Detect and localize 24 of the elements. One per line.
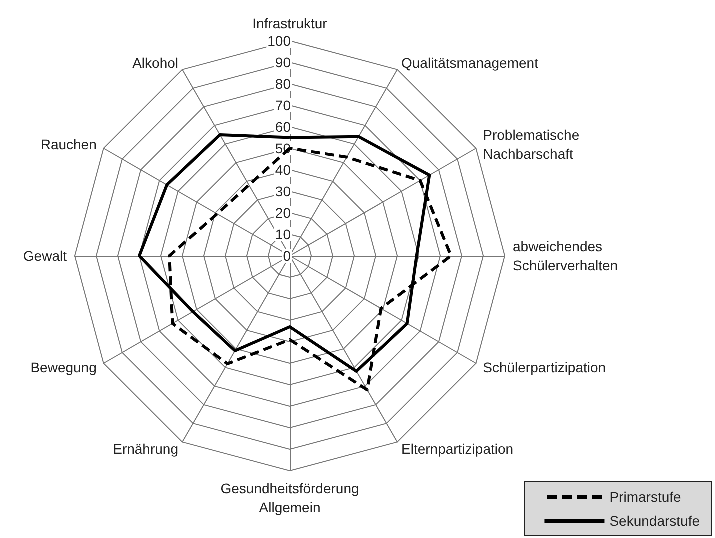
legend-label: Primarstufe [610,489,682,505]
y-tick-label: 100 [268,33,292,49]
spoke-label: Elternpartizipation [402,441,514,458]
spoke-label: Problematische Nachbarschaft [483,127,580,162]
y-tick-label: 80 [275,76,292,92]
legend-label: Sekundarstufe [610,513,700,529]
spoke-label: Ernährung [113,441,178,458]
y-tick-label: 90 [275,54,292,70]
y-tick-label: 60 [275,119,292,135]
spoke-label: Gewalt [23,248,68,264]
spoke-label: Bewegung [30,360,97,376]
y-tick-label: 30 [275,184,292,200]
spoke-label: Schülerpartizipation [483,360,606,376]
spoke-label: Infrastruktur [252,16,328,32]
y-tick-label: 0 [283,248,292,264]
y-tick-label: 20 [275,205,292,221]
y-tick-label: 40 [275,162,292,178]
spoke-label: abweichendes Schülerverhalten [513,238,618,274]
spoke-label: Rauchen [40,136,97,152]
spoke-label: Qualitätsmanagement [402,54,539,71]
spoke-label: Alkohol [132,54,178,71]
spoke-label: Gesundheitsförderung Allgemein [220,480,360,516]
y-tick-label: 70 [275,98,292,114]
y-tick-label: 10 [275,226,292,242]
